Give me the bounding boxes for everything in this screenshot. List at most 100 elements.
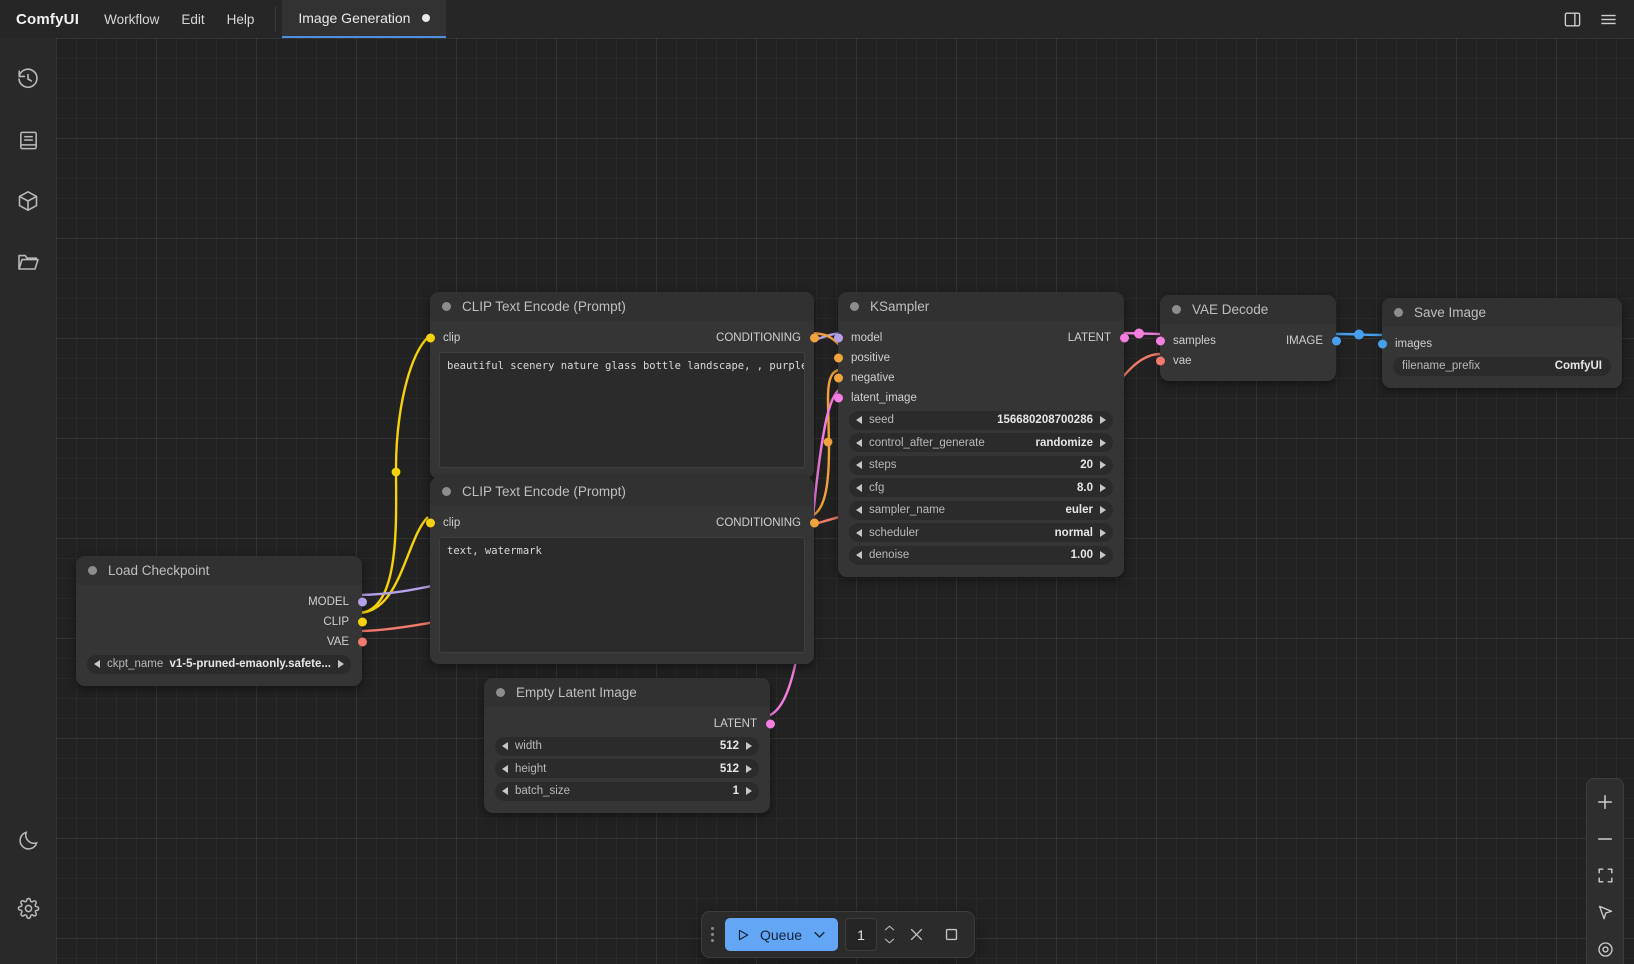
widget-denoise[interactable]: denoise 1.00	[849, 545, 1113, 565]
pan-tool-icon[interactable]	[1589, 896, 1621, 929]
widget-seed[interactable]: seed 156680208700286	[849, 410, 1113, 430]
slot-row-clip-conditioning[interactable]: clip CONDITIONING	[425, 514, 819, 532]
input-slot-images[interactable]: images	[1377, 335, 1622, 353]
increment-arrow-icon[interactable]	[1100, 438, 1106, 447]
menu-workflow[interactable]: Workflow	[104, 11, 160, 27]
widget-filename-prefix[interactable]: filename_prefix ComfyUI	[1393, 356, 1611, 376]
increment-arrow-icon[interactable]	[1100, 528, 1106, 537]
output-slot-vae[interactable]: VAE	[76, 633, 367, 651]
decrement-arrow-icon[interactable]	[856, 438, 862, 447]
workflow-tab-image-generation[interactable]: Image Generation	[282, 0, 447, 38]
increment-arrow-icon[interactable]	[1100, 551, 1106, 559]
port-images[interactable]	[1377, 339, 1387, 349]
widget-sampler-name[interactable]: sampler_name euler	[849, 500, 1113, 520]
workflow-canvas[interactable]: Load Checkpoint MODEL CLIP VAE ckpt_name…	[56, 38, 1634, 964]
port-conditioning-output[interactable]	[809, 518, 819, 528]
prompt-textarea[interactable]: text, watermark	[439, 537, 805, 653]
toggle-visibility-icon[interactable]	[1589, 933, 1621, 964]
decrement-arrow-icon[interactable]	[856, 416, 862, 424]
panel-toggle-icon[interactable]	[1556, 3, 1588, 35]
increment-arrow-icon[interactable]	[746, 787, 752, 795]
output-slot-latent[interactable]: LATENT	[484, 715, 775, 733]
gear-icon[interactable]	[8, 888, 48, 928]
slot-row-model-latent[interactable]: model LATENT	[833, 329, 1129, 347]
input-slot-positive[interactable]: positive	[833, 349, 1124, 367]
node-save-image[interactable]: Save Image images filename_prefix ComfyU…	[1377, 298, 1622, 388]
collapse-dot-icon[interactable]	[850, 302, 859, 311]
chevron-up-icon[interactable]	[884, 924, 895, 932]
prompt-textarea[interactable]: beautiful scenery nature glass bottle la…	[439, 352, 805, 468]
increment-arrow-icon[interactable]	[1100, 461, 1106, 469]
batch-count-input[interactable]: 1	[845, 918, 878, 951]
port-conditioning-output[interactable]	[809, 333, 819, 343]
node-empty-latent-image[interactable]: Empty Latent Image LATENT width 512 heig…	[484, 678, 775, 813]
decrement-arrow-icon[interactable]	[94, 660, 100, 668]
node-load-checkpoint[interactable]: Load Checkpoint MODEL CLIP VAE ckpt_name…	[76, 556, 367, 686]
widget-scheduler[interactable]: scheduler normal	[849, 523, 1113, 542]
input-slot-negative[interactable]: negative	[833, 369, 1124, 387]
port-positive[interactable]	[833, 353, 843, 363]
node-title-bar[interactable]: CLIP Text Encode (Prompt)	[430, 477, 814, 506]
collapse-dot-icon[interactable]	[1394, 308, 1403, 317]
node-title-bar[interactable]: VAE Decode	[1160, 295, 1336, 324]
chevron-down-icon[interactable]	[884, 937, 895, 945]
decrement-arrow-icon[interactable]	[856, 483, 862, 492]
widget-batch-size[interactable]: batch_size 1	[495, 781, 759, 801]
cancel-button[interactable]	[902, 921, 930, 949]
node-title-bar[interactable]: Save Image	[1382, 298, 1622, 327]
node-clip-text-encode-negative[interactable]: CLIP Text Encode (Prompt) clip CONDITION…	[425, 477, 819, 664]
output-slot-clip[interactable]: CLIP	[76, 613, 367, 631]
history-icon[interactable]	[8, 59, 48, 99]
hamburger-menu-icon[interactable]	[1592, 3, 1624, 35]
port-clip[interactable]	[357, 617, 367, 627]
book-icon[interactable]	[8, 120, 48, 160]
zoom-in-icon[interactable]	[1589, 785, 1621, 818]
collapse-dot-icon[interactable]	[496, 688, 505, 697]
widget-width[interactable]: width 512	[495, 736, 759, 756]
moon-icon[interactable]	[8, 820, 48, 860]
port-clip-input[interactable]	[425, 333, 435, 343]
port-model-input[interactable]	[833, 333, 843, 343]
output-slot-model[interactable]: MODEL	[76, 593, 367, 611]
slot-row-samples-image[interactable]: samples IMAGE	[1155, 332, 1341, 350]
input-slot-vae[interactable]: vae	[1155, 352, 1336, 370]
collapse-dot-icon[interactable]	[442, 302, 451, 311]
chevron-down-icon[interactable]	[812, 927, 827, 942]
port-latent[interactable]	[765, 719, 775, 729]
port-model[interactable]	[357, 597, 367, 607]
widget-cfg[interactable]: cfg 8.0	[849, 478, 1113, 497]
widget-control-after-generate[interactable]: control_after_generate randomize	[849, 433, 1113, 452]
collapse-dot-icon[interactable]	[442, 487, 451, 496]
menu-edit[interactable]: Edit	[181, 11, 205, 27]
widget-ckpt-name[interactable]: ckpt_name v1-5-pruned-emaonly.safete...	[87, 654, 351, 674]
port-latent-output[interactable]	[1119, 333, 1129, 343]
port-clip-input[interactable]	[425, 518, 435, 528]
increment-arrow-icon[interactable]	[746, 764, 752, 773]
decrement-arrow-icon[interactable]	[856, 528, 862, 537]
increment-arrow-icon[interactable]	[1100, 416, 1106, 424]
node-title-bar[interactable]: CLIP Text Encode (Prompt)	[430, 292, 814, 321]
drag-handle-icon[interactable]	[706, 924, 718, 946]
decrement-arrow-icon[interactable]	[856, 551, 862, 559]
folder-icon[interactable]	[8, 242, 48, 282]
node-title-bar[interactable]: Empty Latent Image	[484, 678, 770, 707]
decrement-arrow-icon[interactable]	[856, 506, 862, 514]
port-samples[interactable]	[1155, 336, 1165, 346]
widget-height[interactable]: height 512	[495, 759, 759, 778]
port-image-output[interactable]	[1331, 336, 1341, 346]
increment-arrow-icon[interactable]	[1100, 483, 1106, 492]
input-slot-latent-image[interactable]: latent_image	[833, 389, 1124, 407]
decrement-arrow-icon[interactable]	[502, 742, 508, 750]
slot-row-clip-conditioning[interactable]: clip CONDITIONING	[425, 329, 819, 347]
collapse-dot-icon[interactable]	[1172, 305, 1181, 314]
fit-view-icon[interactable]	[1589, 859, 1621, 892]
node-title-bar[interactable]: KSampler	[838, 292, 1124, 321]
node-ksampler[interactable]: KSampler model LATENT positive negative …	[833, 292, 1129, 577]
port-vae[interactable]	[357, 637, 367, 647]
decrement-arrow-icon[interactable]	[502, 764, 508, 773]
menu-help[interactable]: Help	[226, 11, 255, 27]
increment-arrow-icon[interactable]	[338, 660, 344, 668]
node-title-bar[interactable]: Load Checkpoint	[76, 556, 362, 585]
cube-icon[interactable]	[8, 181, 48, 221]
node-clip-text-encode-positive[interactable]: CLIP Text Encode (Prompt) clip CONDITION…	[425, 292, 819, 479]
